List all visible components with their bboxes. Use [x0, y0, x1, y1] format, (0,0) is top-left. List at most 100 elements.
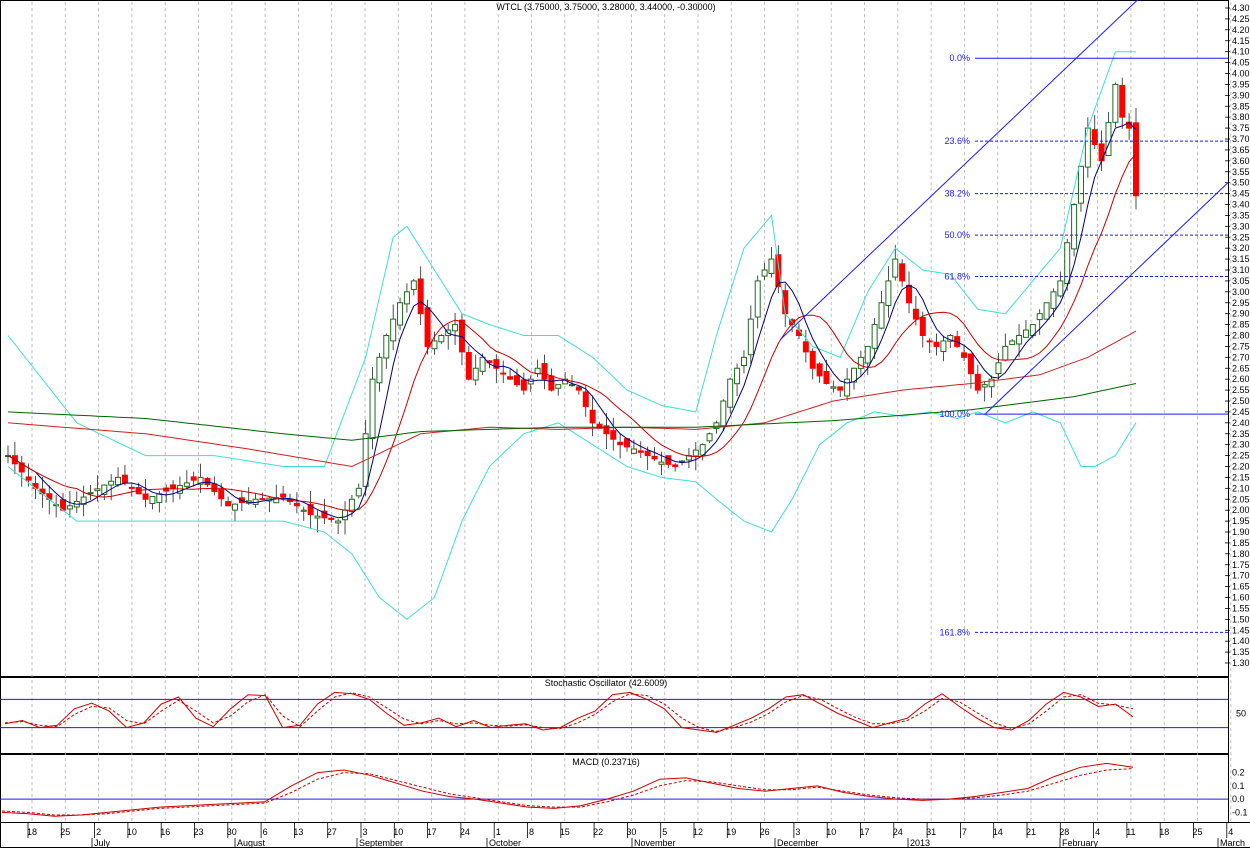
candle: [940, 340, 947, 353]
trend-channel-upper: [779, 0, 1139, 341]
x-tick-label: 30: [626, 827, 636, 837]
candle: [369, 378, 376, 440]
y-tick-label: 1.35: [1232, 647, 1250, 657]
x-tick-label: 30: [227, 827, 237, 837]
y-tick-label: 1.30: [1232, 658, 1250, 668]
candle: [1022, 329, 1029, 338]
y-tick-label: 3.70: [1232, 134, 1250, 144]
macd-y-tick: -0.1: [1232, 807, 1248, 817]
y-tick-label: 2.00: [1232, 505, 1250, 515]
y-tick-label: 3.00: [1232, 287, 1250, 297]
candle: [280, 493, 287, 498]
y-tick-label: 3.30: [1232, 221, 1250, 231]
fib-label: 161.8%: [939, 627, 970, 637]
candle: [156, 493, 163, 503]
y-tick-label: 3.10: [1232, 265, 1250, 275]
candle: [149, 496, 156, 504]
y-tick-label: 3.25: [1232, 232, 1250, 242]
candle: [190, 476, 197, 481]
candle: [465, 352, 472, 380]
y-tick-label: 1.85: [1232, 538, 1250, 548]
candle: [25, 476, 32, 481]
candle: [630, 448, 637, 454]
candle: [1091, 129, 1098, 145]
candle: [665, 455, 672, 465]
candle: [66, 505, 73, 510]
candle: [507, 376, 514, 380]
y-tick-label: 2.95: [1232, 298, 1250, 308]
y-tick-label: 3.65: [1232, 145, 1250, 155]
candle: [1071, 204, 1078, 250]
candle: [768, 258, 775, 275]
candle: [493, 359, 500, 369]
y-tick-label: 3.20: [1232, 243, 1250, 253]
candle: [300, 509, 307, 512]
y-tick-label: 2.40: [1232, 418, 1250, 428]
x-tick-label: 31: [926, 827, 936, 837]
candle: [658, 461, 665, 465]
stochastic-k-line: [4, 691, 1134, 733]
candle: [823, 370, 830, 385]
fib-label: 50.0%: [944, 230, 970, 240]
candle: [335, 520, 342, 524]
candle: [857, 356, 864, 369]
candle: [617, 441, 624, 446]
candle: [520, 379, 527, 391]
x-axis-frame: [0, 822, 1250, 848]
macd-y-tick: 0.2: [1232, 768, 1245, 778]
candle: [94, 488, 101, 492]
ma-fast-line: [7, 121, 1137, 519]
candle: [328, 517, 335, 520]
candle: [410, 280, 417, 290]
ma-slow-green-line: [7, 383, 1137, 441]
y-tick-label: 3.35: [1232, 210, 1250, 220]
candle: [101, 484, 108, 495]
candle: [775, 254, 782, 287]
month-label: November: [634, 838, 676, 848]
candle: [871, 324, 878, 349]
candle: [740, 356, 747, 367]
candle: [988, 378, 995, 388]
price-panel-frame: [0, 0, 1229, 677]
candle: [32, 482, 39, 489]
candle: [424, 307, 431, 347]
candle: [390, 318, 397, 342]
candle: [383, 335, 390, 359]
candle: [18, 462, 25, 473]
candle: [376, 356, 383, 384]
month-label: October: [489, 838, 521, 848]
candle: [651, 455, 658, 460]
candle: [919, 317, 926, 336]
x-tick-label: 17: [427, 827, 437, 837]
candle: [431, 340, 438, 350]
y-tick-label: 3.55: [1232, 167, 1250, 177]
candle: [582, 391, 589, 407]
y-tick-label: 4.00: [1232, 69, 1250, 79]
candle: [837, 386, 844, 391]
y-tick-label: 4.25: [1232, 14, 1250, 24]
x-tick-label: 14: [993, 827, 1003, 837]
fib-label: 23.6%: [944, 136, 970, 146]
x-tick-label: 10: [393, 827, 403, 837]
candle: [575, 386, 582, 391]
y-tick-label: 4.15: [1232, 36, 1250, 46]
y-tick-label: 1.70: [1232, 571, 1250, 581]
x-tick-label: 10: [826, 827, 836, 837]
candle: [734, 367, 741, 385]
x-tick-label: 1: [496, 827, 501, 837]
y-tick-label: 1.40: [1232, 636, 1250, 646]
macd-panel-frame: [0, 754, 1229, 823]
y-tick-label: 3.45: [1232, 189, 1250, 199]
candle: [1050, 291, 1057, 309]
candle: [1064, 242, 1071, 284]
y-tick-label: 2.90: [1232, 309, 1250, 319]
x-tick-label: 19: [726, 827, 736, 837]
candle: [672, 464, 679, 467]
x-tick-label: 28: [1059, 827, 1069, 837]
x-tick-label: 4: [1228, 827, 1233, 837]
candle: [438, 335, 445, 343]
x-tick-label: 5: [662, 827, 667, 837]
month-label: February: [1062, 838, 1099, 848]
